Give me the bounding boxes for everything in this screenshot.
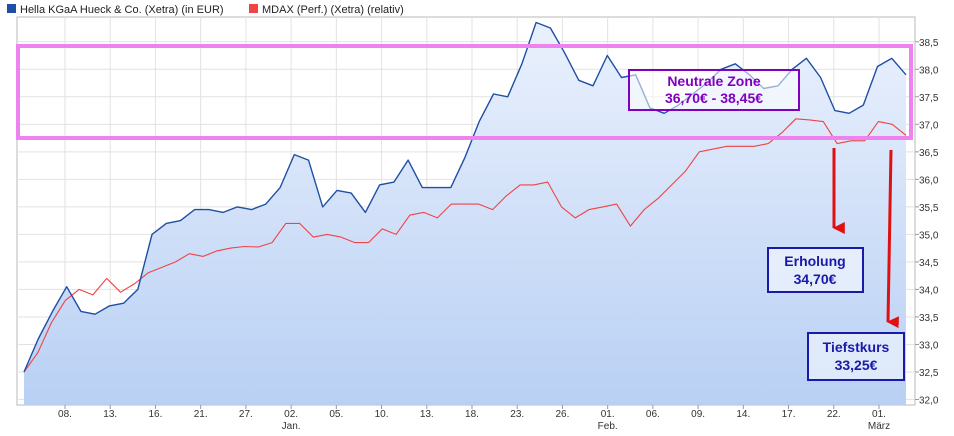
- x-tick-label: 09.: [691, 409, 705, 420]
- x-tick-label: 22.: [827, 409, 841, 420]
- legend-label-mdax: MDAX (Perf.) (Xetra) (relativ): [262, 4, 404, 16]
- neutral-zone-range: 36,70€ - 38,45€: [665, 90, 763, 106]
- x-month-label: Feb.: [598, 421, 618, 432]
- y-tick-label: 34,5: [919, 258, 939, 269]
- x-tick-label: 18.: [465, 409, 479, 420]
- neutral-zone-label-box: [628, 69, 800, 111]
- neutral-zone-title: Neutrale Zone: [667, 73, 761, 89]
- x-tick-label: 27.: [239, 409, 253, 420]
- y-tick-label: 37,0: [919, 120, 939, 131]
- x-month-label: Jan.: [282, 421, 301, 432]
- low-title: Tiefstkurs: [823, 339, 890, 355]
- y-axis: 32,0 32,5 33,0 33,5 34,0 34,5 35,0 35,5 36,0 36,5…: [915, 38, 939, 406]
- y-tick-label: 36,5: [919, 148, 939, 159]
- y-tick-label: 38,0: [919, 65, 939, 76]
- x-tick-label: 16.: [148, 409, 162, 420]
- series-area-hella: [24, 22, 906, 405]
- y-tick-label: 35,5: [919, 203, 939, 214]
- neutral-zone-label: Neutrale Zone 36,70€ - 38,45€: [628, 69, 800, 111]
- recovery-label-box: [767, 247, 864, 293]
- legend-label-hella: Hella KGaA Hueck & Co. (Xetra) (in EUR): [20, 4, 224, 16]
- y-tick-label: 37,5: [919, 93, 939, 104]
- recovery-title: Erholung: [784, 253, 845, 269]
- recovery-label: Erholung 34,70€: [767, 247, 864, 293]
- x-tick-label: 02.: [284, 409, 298, 420]
- neutral-zone-band: [16, 44, 913, 140]
- x-tick-label: 17.: [782, 409, 796, 420]
- x-tick-label: 05.: [329, 409, 343, 420]
- x-tick-label: 10.: [375, 409, 389, 420]
- low-label-box: [807, 332, 905, 381]
- low-label: Tiefstkurs 33,25€: [807, 332, 905, 381]
- legend: Hella KGaA Hueck & Co. (Xetra) (in EUR) …: [7, 4, 404, 16]
- low-price: 33,25€: [835, 357, 878, 373]
- x-tick-label: 26.: [555, 409, 569, 420]
- y-tick-label: 36,0: [919, 175, 939, 186]
- x-tick-label: 23.: [510, 409, 524, 420]
- y-tick-label: 33,5: [919, 313, 939, 324]
- low-arrow: [886, 149, 899, 329]
- y-tick-label: 32,0: [919, 395, 939, 406]
- legend-swatch-hella: [7, 4, 16, 13]
- y-tick-label: 34,0: [919, 285, 939, 296]
- x-tick-label: 01.: [601, 409, 615, 420]
- series-layer: [23, 21, 907, 405]
- x-tick-label: 01.: [872, 409, 886, 420]
- x-tick-label: 21.: [194, 409, 208, 420]
- x-tick-label: 08.: [58, 409, 72, 420]
- recovery-price: 34,70€: [794, 271, 837, 287]
- x-tick-label: 13.: [420, 409, 434, 420]
- x-tick-label: 13.: [103, 409, 117, 420]
- y-tick-label: 32,5: [919, 368, 939, 379]
- y-tick-label: 38,5: [919, 38, 939, 49]
- y-tick-label: 35,0: [919, 230, 939, 241]
- series-line-mdax: [23, 118, 907, 373]
- y-tick-label: 33,0: [919, 340, 939, 351]
- x-axis: 08. 13. 16. 21. 27. 02. 05. 10. 13. 18. 23. 26. 01. 0…: [58, 405, 890, 432]
- legend-swatch-mdax: [249, 4, 258, 13]
- x-month-label: März: [868, 421, 890, 432]
- x-tick-label: 06.: [646, 409, 660, 420]
- x-tick-label: 14.: [736, 409, 750, 420]
